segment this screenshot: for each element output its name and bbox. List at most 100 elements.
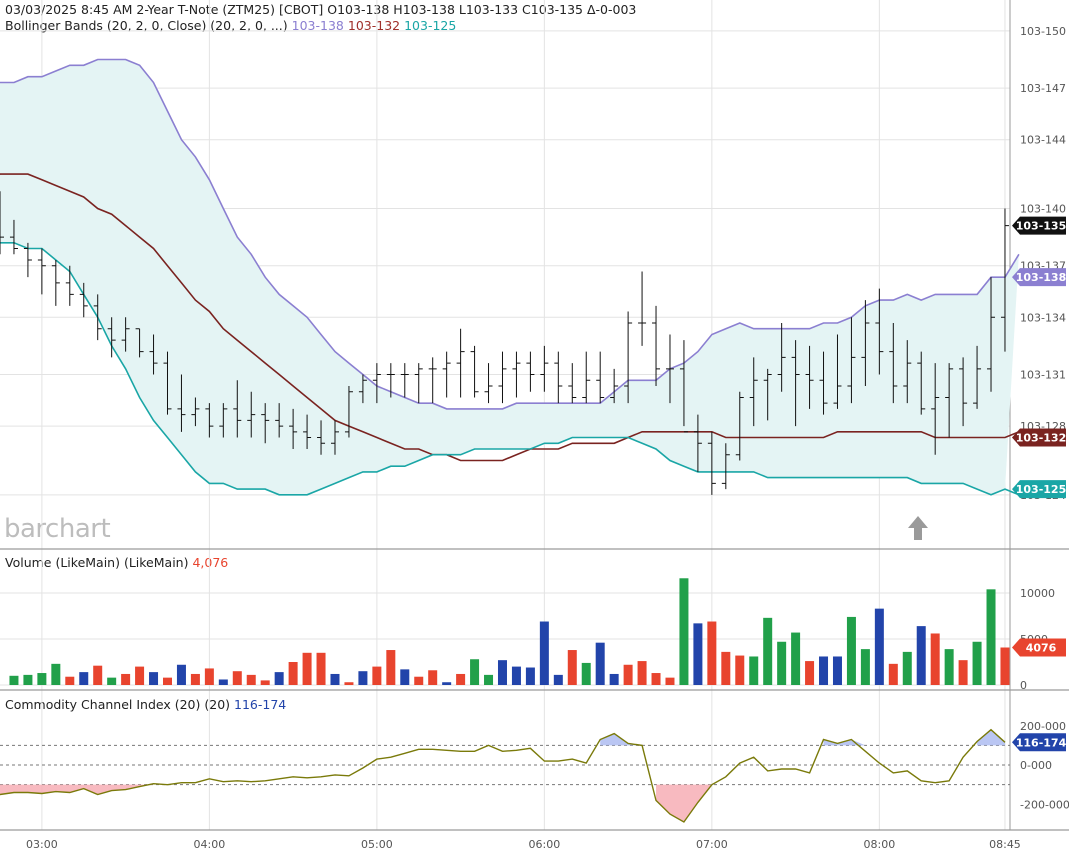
volume-bar: [609, 673, 619, 685]
ohlc-bar: [875, 288, 884, 375]
volume-bar: [135, 666, 145, 685]
ohlc-bar: [65, 265, 74, 306]
axes: 103-150103-147103-144103-140103-137103-1…: [26, 25, 1069, 851]
price-panel[interactable]: [0, 58, 1020, 496]
decorations: [908, 516, 928, 540]
volume-bar: [400, 669, 410, 685]
ohlc-bar: [735, 391, 744, 461]
ohlc-bar: [23, 242, 32, 278]
volume-bar: [763, 617, 773, 685]
volume-badge-shape: [1012, 638, 1066, 657]
ohlc-bar: [400, 363, 409, 398]
volume-bar: [93, 665, 103, 685]
volume-panel[interactable]: [9, 578, 1010, 685]
ohlc-bar: [596, 351, 605, 404]
ohlc-bar: [317, 420, 326, 455]
ohlc-bar: [861, 300, 870, 386]
volume-value: 4,076: [192, 555, 229, 570]
volume-bar: [525, 667, 535, 685]
volume-bar: [232, 671, 242, 685]
volume-bar: [846, 616, 856, 685]
cci-axis-tick-label: -200-000: [1020, 798, 1069, 811]
ohlc-bar: [428, 357, 437, 404]
ohlc-bar: [749, 357, 758, 427]
ohlc-bar: [372, 363, 381, 404]
volume-bar: [958, 660, 968, 685]
ohlc-bar: [261, 403, 270, 444]
ohlc-bar: [540, 345, 549, 392]
ohlc-bar: [135, 328, 144, 358]
volume-bar: [986, 589, 996, 685]
ohlc-bar: [624, 311, 633, 404]
volume-bar: [1000, 647, 1010, 685]
volume-bar: [218, 679, 228, 685]
ohlc-bar: [456, 328, 465, 398]
volume-label: Volume (LikeMain) (LikeMain): [5, 555, 189, 570]
ohlc-bar: [582, 351, 591, 404]
bollinger-upper-line: [0, 58, 1020, 410]
volume-badge-text: 4076: [1026, 642, 1057, 655]
ohlc-bar: [484, 363, 493, 404]
volume-bar: [176, 664, 186, 685]
ohlc-bar: [470, 345, 479, 398]
bollinger-band-fill: [0, 59, 1019, 495]
up-arrow-icon: [908, 516, 928, 540]
price-axis-tick-label: 103-144: [1020, 134, 1066, 147]
ohlc-bar: [289, 408, 298, 449]
ohlc-bar: [721, 443, 730, 490]
volume-bar: [23, 674, 33, 685]
volume-bar: [860, 649, 870, 685]
ohlc-bar: [121, 317, 130, 352]
ohlc-bar: [177, 374, 186, 432]
time-axis-tick-label: 03:00: [26, 838, 58, 851]
lower-band-badge-text: 103-125: [1016, 483, 1067, 496]
volume-bar: [386, 650, 396, 685]
volume-bar: [302, 652, 312, 685]
volume-bar: [246, 674, 256, 685]
ohlc-bar: [610, 368, 619, 404]
volume-bar: [484, 674, 494, 685]
cci-panel[interactable]: [0, 728, 1010, 823]
volume-bar: [595, 642, 605, 685]
bollinger-upper-value: 103-138: [291, 18, 344, 33]
ohlc-bar: [917, 351, 926, 415]
volume-bar: [204, 668, 214, 685]
ohlc-bar: [330, 420, 339, 455]
time-axis-tick-label: 08:00: [864, 838, 896, 851]
price-axis-tick-label: 103-134: [1020, 311, 1066, 324]
ohlc-bar: [889, 323, 898, 404]
ohlc-bar: [93, 294, 102, 341]
ohlc-bar: [526, 351, 535, 392]
price-axis-tick-label: 103-147: [1020, 82, 1066, 95]
volume-axis-tick-label: 10000: [1020, 587, 1055, 600]
ohlc-bar: [707, 431, 716, 495]
ohlc-bar: [973, 345, 982, 409]
ohlc-bar: [107, 317, 116, 358]
volume-bar: [79, 672, 89, 685]
middle-band-badge-text: 103-132: [1016, 432, 1067, 445]
volume-bar: [749, 656, 759, 685]
volume-bar: [623, 664, 633, 685]
cci-oversold-fill: [0, 784, 712, 822]
volume-bar: [539, 621, 549, 685]
volume-bar: [791, 632, 801, 685]
ohlc-bar: [79, 282, 88, 318]
ohlc-bar: [987, 277, 996, 392]
volume-bar: [944, 649, 954, 685]
header-instrument-info: 03/03/2025 8:45 AM 2-Year T-Note (ZTM25)…: [5, 2, 637, 17]
ohlc-bar: [554, 351, 563, 404]
volume-bar: [581, 662, 591, 685]
ohlc-bar: [247, 391, 256, 438]
volume-bar: [553, 674, 563, 685]
volume-bar: [511, 666, 521, 685]
ohlc-bar: [37, 248, 46, 295]
price-axis-tick-label: 103-150: [1020, 25, 1066, 38]
ohlc-bar: [498, 351, 507, 404]
volume-bar: [9, 675, 19, 685]
volume-bar: [497, 660, 507, 685]
volume-bar: [162, 677, 172, 685]
price-axis-tick-label: 103-140: [1020, 202, 1066, 215]
cci-axis-tick-label: 0-000: [1020, 759, 1052, 772]
volume-bar: [260, 680, 270, 685]
